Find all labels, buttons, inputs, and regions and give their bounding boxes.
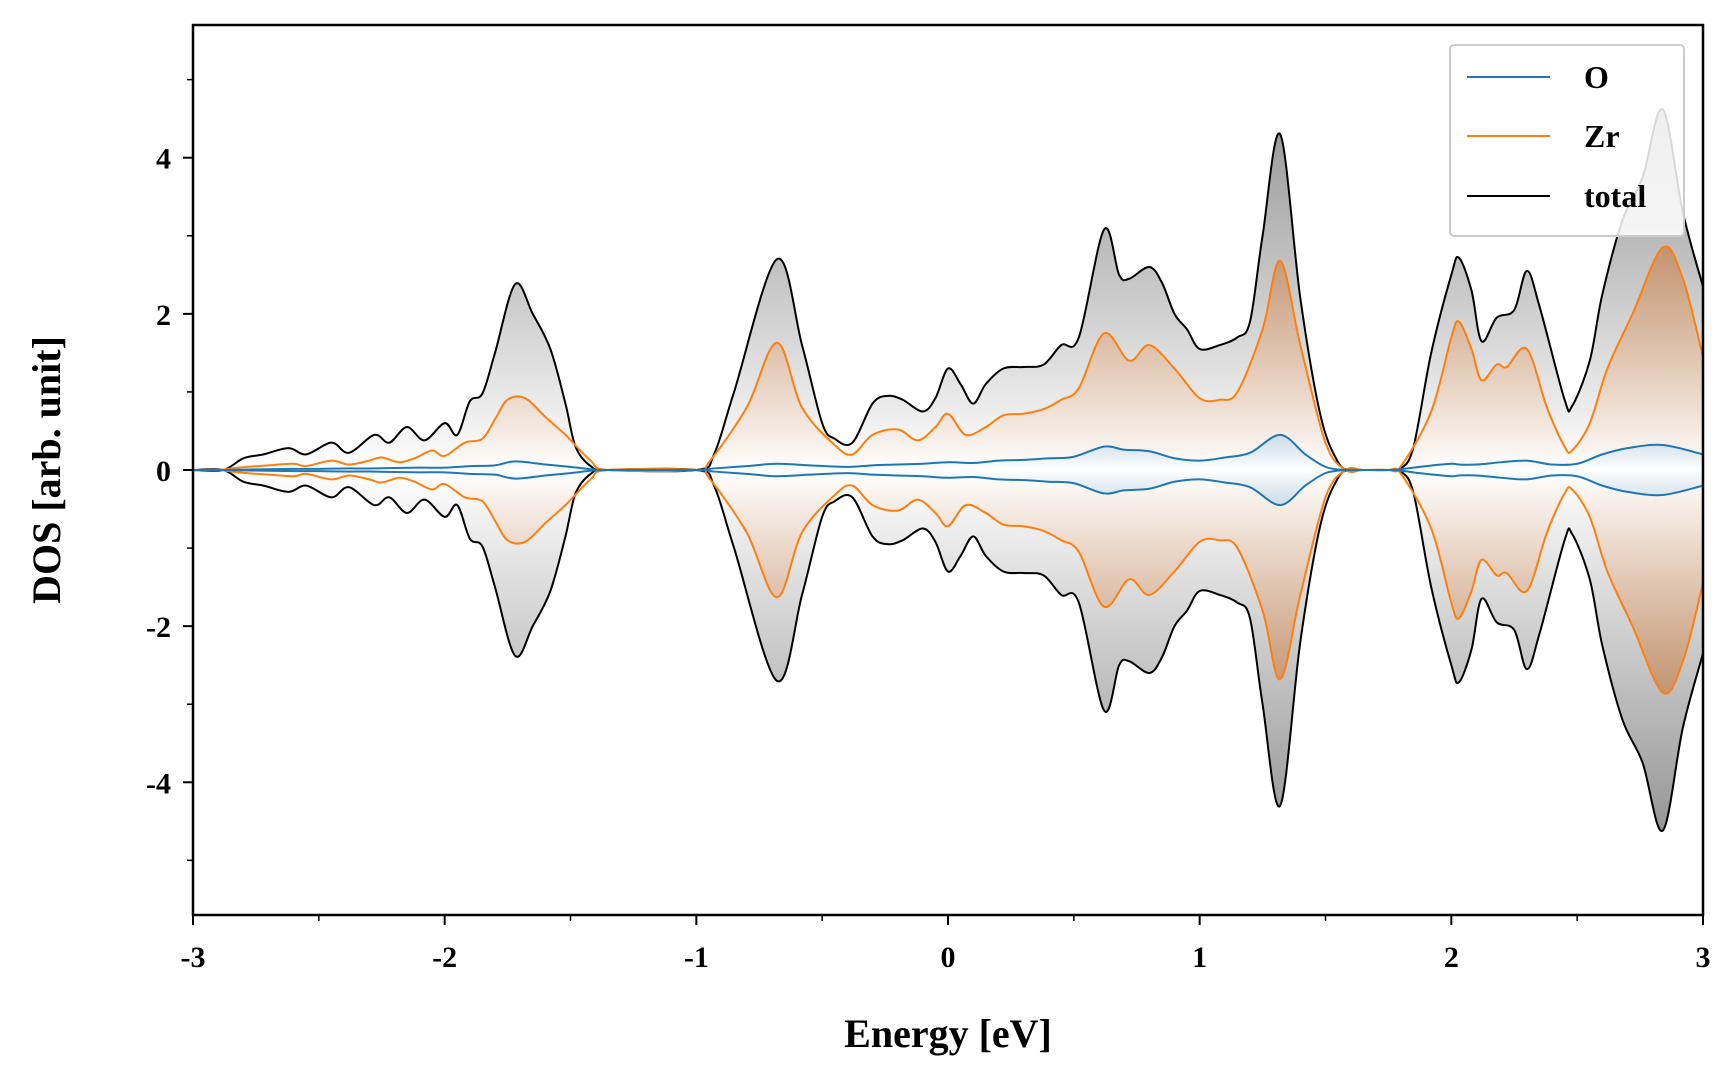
x-tick-label: -2 [432,941,457,974]
x-tick-label: 3 [1696,941,1711,974]
y-tick-label: -4 [146,767,171,800]
dos-lines [193,108,1703,832]
dos-fill-zr-up [193,246,1703,473]
legend: O Zr total [1449,44,1685,237]
y-tick-label: -2 [146,611,171,644]
series-line-zr-up [193,245,1703,473]
dos-fills [193,108,1703,832]
legend-label-total: total [1584,178,1646,214]
legend-box [1449,44,1685,237]
series-line-total-down [193,467,1703,832]
y-axis-label: DOS [arb. unit] [24,336,69,604]
dos-fill-zr-down [193,467,1703,694]
x-axis-label: Energy [eV] [844,1011,1052,1056]
y-tick-label: 0 [156,455,171,488]
y-tick-label: 2 [156,299,171,332]
legend-label-o: O [1584,59,1609,95]
x-tick-label: -3 [181,941,206,974]
legend-label-zr: Zr [1584,118,1620,154]
series-line-o-down [193,468,1703,507]
x-tick-label: 2 [1444,941,1459,974]
series-line-total-up [193,108,1703,473]
series-line-o-up [193,433,1703,472]
y-tick-label: 4 [156,143,171,176]
x-tick-label: 0 [941,941,956,974]
series-line-zr-down [193,467,1703,695]
x-axis: -3 -2 -1 0 1 2 3 [181,915,1711,974]
x-tick-label: -1 [684,941,709,974]
y-axis: -4 -2 0 2 4 [146,78,193,862]
x-tick-label: 1 [1192,941,1207,974]
